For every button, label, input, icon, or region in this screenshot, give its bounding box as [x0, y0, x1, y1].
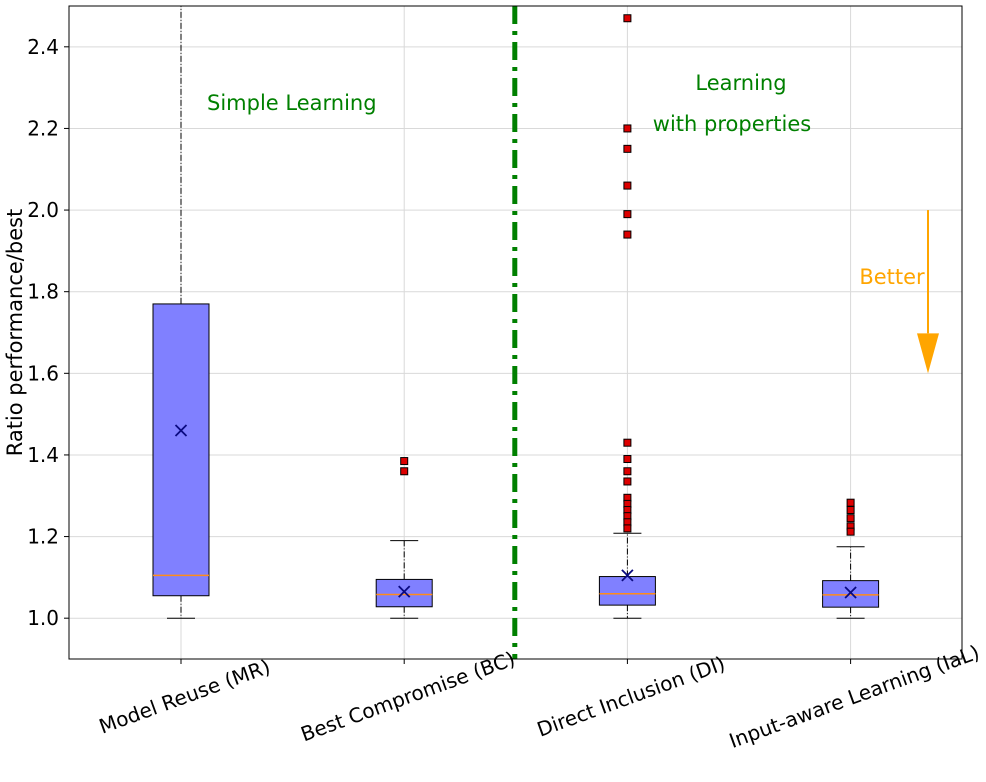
outlier-point — [623, 210, 632, 219]
outlier-point — [623, 181, 632, 190]
plot-frame — [68, 5, 963, 660]
y-tick-label: 2.2 — [27, 116, 59, 140]
y-axis-label: Ratio performance/best — [3, 209, 27, 457]
x-tick-label: Direct Inclusion (DI) — [534, 651, 728, 741]
better-label: Better — [859, 265, 925, 289]
y-tick-label: 1.6 — [27, 361, 59, 385]
mean-marker — [621, 569, 634, 582]
box-2 — [375, 457, 433, 619]
learning-with-properties-label-line2: with properties — [653, 112, 811, 136]
outlier-point — [846, 527, 855, 536]
outlier-point — [623, 438, 632, 447]
box-1 — [152, 5, 210, 619]
outlier-point — [846, 498, 855, 507]
box-body — [152, 303, 210, 597]
y-axis: 1.0 1.2 1.4 1.6 1.8 2.0 2.2 2.4 — [27, 35, 69, 630]
box-3 — [598, 14, 656, 619]
y-tick-label: 1.2 — [27, 525, 59, 549]
x-axis: Model Reuse (MR) Best Compromise (BC) Dire… — [96, 640, 983, 753]
y-tick-label: 2.0 — [27, 198, 59, 222]
outlier-point — [623, 124, 632, 133]
simple-learning-label: Simple Learning — [207, 91, 377, 115]
outlier-point — [623, 230, 632, 239]
box-body — [598, 576, 656, 606]
outlier-point — [623, 467, 632, 476]
arrow-head — [917, 333, 939, 374]
outlier-point — [623, 14, 632, 23]
mean-marker — [844, 586, 857, 599]
mean-marker — [174, 424, 188, 437]
outlier-point — [623, 477, 632, 486]
y-tick-label: 1.0 — [27, 606, 59, 630]
outlier-point — [400, 467, 409, 476]
outlier-point — [400, 457, 409, 466]
box-4 — [822, 498, 880, 619]
x-tick-label: Best Compromise (BC) — [297, 646, 518, 746]
y-tick-label: 1.4 — [27, 443, 59, 467]
boxes-layer — [152, 5, 880, 619]
box-body — [375, 578, 433, 608]
outlier-point — [623, 455, 632, 464]
outlier-point — [623, 144, 632, 153]
x-tick-label: Model Reuse (MR) — [96, 654, 274, 738]
mean-marker — [398, 585, 411, 598]
better-arrow — [917, 210, 939, 374]
y-tick-label: 1.8 — [27, 280, 59, 304]
learning-with-properties-label-line1: Learning — [695, 71, 786, 95]
outlier-point — [623, 524, 632, 533]
grid-lines — [69, 6, 962, 659]
outlier-point — [846, 514, 855, 523]
y-tick-label: 2.4 — [27, 35, 59, 59]
box-body — [822, 580, 880, 608]
x-tick-label: Input-aware Learning (IaL) — [726, 640, 983, 753]
outlier-point — [846, 506, 855, 515]
